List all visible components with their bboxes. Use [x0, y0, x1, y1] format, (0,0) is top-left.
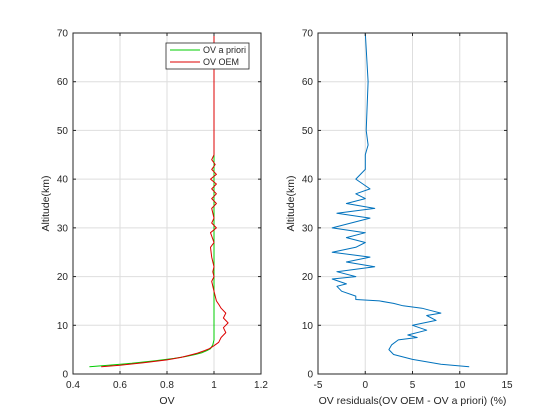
x-tick-label: 5: [410, 380, 416, 391]
y-tick-label: 20: [302, 272, 314, 283]
legend-box: [165, 42, 250, 70]
y-axis-label: Altitude(km): [40, 175, 52, 231]
legend-entry: OV OEM: [203, 57, 239, 67]
x-axis-label: OV residuals(OV OEM - OV a priori) (%): [319, 395, 507, 407]
y-tick-label: 60: [57, 77, 69, 88]
y-tick-label: 60: [302, 77, 314, 88]
x-tick-label: 0: [362, 380, 368, 391]
series-line-ov-oem: [101, 33, 229, 368]
legend-entry: OV a priori: [203, 45, 246, 55]
x-tick-label: 1: [211, 380, 217, 391]
y-tick-label: 20: [57, 272, 69, 283]
x-tick-label: 1.2: [254, 380, 268, 391]
y-tick-label: 0: [62, 370, 68, 381]
legend: OV a priori OV OEM: [165, 42, 250, 70]
x-axis-label: OV: [159, 395, 174, 407]
y-tick-label: 70: [302, 29, 314, 40]
y-tick-label: 10: [302, 321, 314, 332]
y-tick-label: 30: [57, 223, 69, 234]
x-tick-label: -5: [314, 380, 323, 391]
y-tick-label: 50: [57, 126, 69, 137]
y-tick-label: 70: [57, 29, 69, 40]
x-tick-label: 10: [454, 380, 466, 391]
y-tick-label: 0: [307, 370, 313, 381]
x-tick-label: 0.6: [113, 380, 127, 391]
x-tick-label: 0.4: [66, 380, 80, 391]
y-tick-label: 30: [302, 223, 314, 234]
y-axis-label: Altitude(km): [285, 175, 297, 231]
series-line-residuals: [331, 32, 470, 368]
y-tick-label: 10: [57, 321, 69, 332]
x-tick-label: 15: [501, 380, 513, 391]
y-tick-label: 40: [302, 175, 314, 186]
y-tick-label: 40: [57, 175, 69, 186]
y-tick-label: 50: [302, 126, 314, 137]
x-tick-label: 0.8: [160, 380, 174, 391]
series-line-ov-a-priori: [89, 33, 215, 368]
ov-profile-chart: 0.4 0.6 0.8 1 1.2 0 10 20 30 40 50 60 70 OV Altitude(k…: [40, 29, 268, 408]
